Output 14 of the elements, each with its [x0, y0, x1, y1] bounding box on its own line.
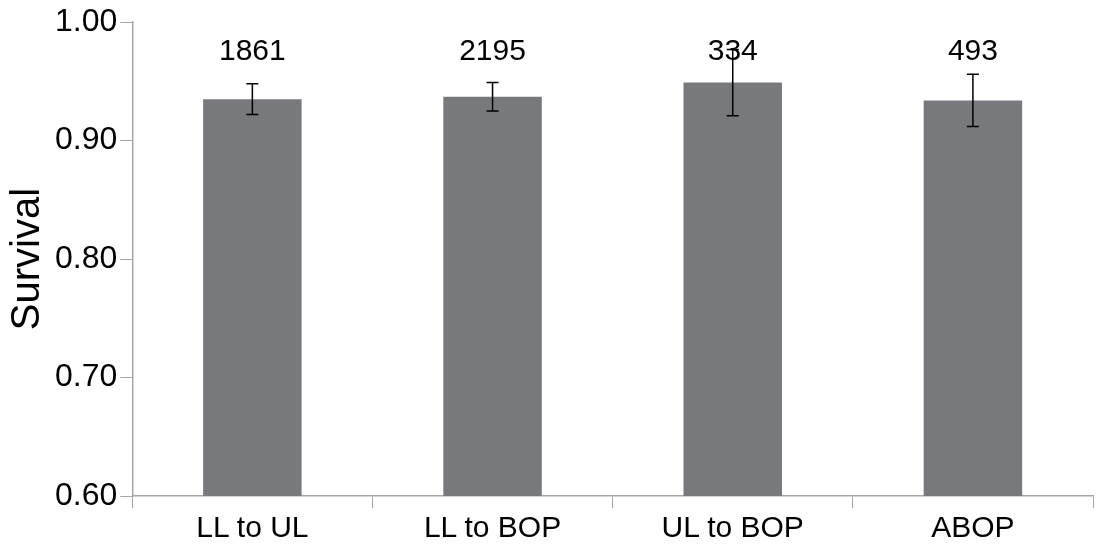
- y-tick-label: 0.80: [55, 238, 118, 275]
- annotation: 1861: [219, 33, 286, 67]
- y-tick-label: 1.00: [55, 2, 118, 39]
- y-tick-label: 0.90: [55, 120, 118, 157]
- annotation: 334: [707, 33, 758, 67]
- y-axis-title: Survival: [3, 187, 48, 331]
- annotation: 2195: [459, 33, 526, 67]
- x-tick-label: LL to UL: [196, 510, 309, 544]
- y-tick-label: 0.60: [55, 475, 118, 512]
- x-tick-label: UL to BOP: [661, 510, 804, 544]
- annotation: 493: [947, 33, 998, 67]
- y-tick-label: 0.70: [55, 357, 118, 394]
- x-tick-label: LL to BOP: [423, 510, 562, 544]
- x-tick-label: ABOP: [931, 510, 1015, 544]
